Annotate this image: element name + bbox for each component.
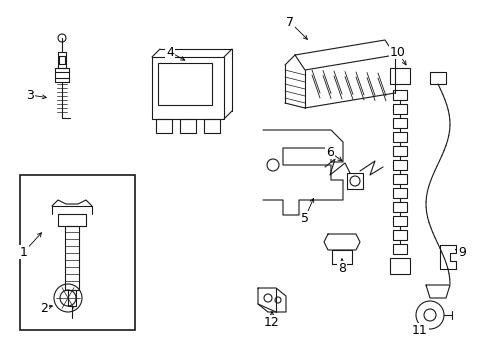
Bar xyxy=(20,175,135,330)
Bar xyxy=(392,230,406,240)
Bar xyxy=(392,174,406,184)
Bar xyxy=(392,244,406,254)
Text: 12: 12 xyxy=(264,315,279,328)
Text: 6: 6 xyxy=(325,145,333,158)
Bar xyxy=(392,216,406,226)
Text: 2: 2 xyxy=(40,302,48,315)
Bar xyxy=(152,57,224,119)
Text: 4: 4 xyxy=(166,45,174,59)
Text: 5: 5 xyxy=(301,212,308,225)
Text: 7: 7 xyxy=(285,15,293,28)
Bar xyxy=(180,119,196,133)
Bar xyxy=(392,160,406,170)
Bar xyxy=(392,90,406,100)
Bar xyxy=(389,258,409,274)
Bar xyxy=(392,202,406,212)
Bar xyxy=(158,63,212,105)
Text: 1: 1 xyxy=(20,246,28,258)
Bar xyxy=(392,146,406,156)
Text: 10: 10 xyxy=(389,45,405,59)
Text: 8: 8 xyxy=(337,261,346,274)
Text: 3: 3 xyxy=(26,89,34,102)
Bar xyxy=(392,104,406,114)
Bar xyxy=(203,119,220,133)
Bar xyxy=(392,132,406,142)
Text: 11: 11 xyxy=(411,324,427,337)
Bar xyxy=(389,68,409,84)
Text: 9: 9 xyxy=(457,246,465,258)
Bar xyxy=(156,119,172,133)
Bar xyxy=(392,118,406,128)
Bar xyxy=(392,188,406,198)
